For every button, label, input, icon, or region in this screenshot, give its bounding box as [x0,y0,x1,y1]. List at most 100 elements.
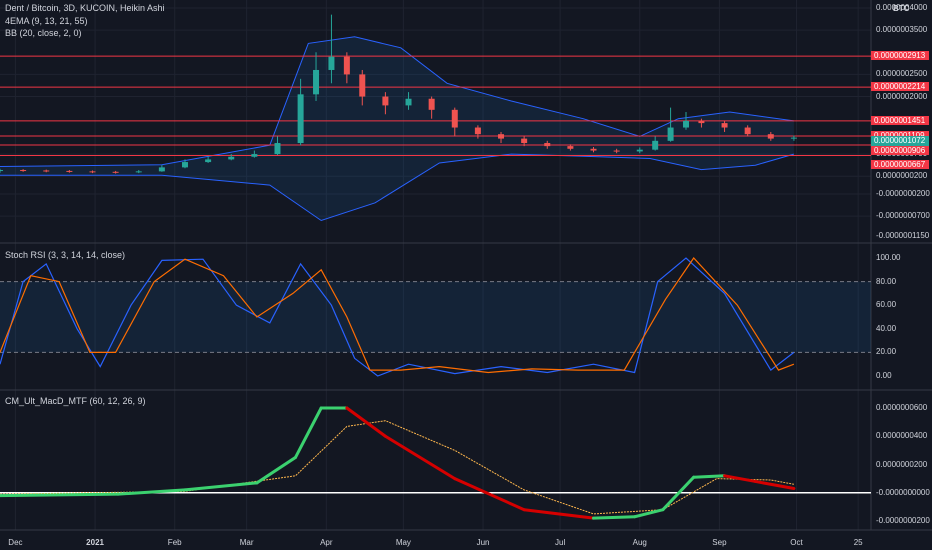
macd-line-segment [453,477,526,512]
time-axis-label: Jun [476,538,490,547]
candle-body [428,98,435,110]
candle-body [544,143,551,147]
candle-body [790,137,797,139]
candle-body [181,162,188,168]
time-axis-label: 25 [853,538,863,547]
stoch-rsi-axis-label: 20.00 [876,347,897,357]
candle-body [43,170,50,172]
price-tag: 0.0000000667 [871,159,929,169]
candle-body [313,69,320,95]
price-axis-label: 0.0000002500 [876,69,928,79]
macd-axis-label: 0.0000000200 [876,459,928,469]
price-axis-label: -0.0000000200 [876,188,930,198]
candle-body [521,138,528,144]
stoch-rsi-axis-label: 40.00 [876,323,897,333]
candle-body [0,170,3,172]
macd-line-segment [116,488,187,496]
candle-body [767,134,774,139]
stoch-rsi-k-line [0,257,795,377]
macd-axis-label: -0.0000000200 [876,516,930,525]
candle-body [382,96,389,106]
time-axis-label: Sep [712,538,727,547]
candle-body [567,146,574,149]
candle-body [297,94,304,144]
macd-axis-label: 0.0000000400 [876,431,928,441]
candle-body [451,109,458,128]
candle-body [613,150,620,152]
time-axis-label: Aug [632,538,647,547]
price-axis-label: -0.0000000700 [876,211,930,221]
macd-line-segment [592,515,637,520]
macd-line-segment [383,434,457,481]
time-axis-label: 2021 [86,538,104,547]
candle-body [498,134,505,139]
time-axis-label: Apr [320,538,333,547]
macd-axis-label: 0.0000000600 [876,403,928,412]
macd-axis-label: -0.0000000000 [876,487,930,497]
price-axis-label: -0.0000001150 [876,231,930,240]
ema-indicator-label[interactable]: 4EMA (9, 13, 21, 55) [5,16,88,26]
macd-line-segment [723,474,757,483]
candle-body [328,56,335,70]
stoch-rsi-d-line [0,257,795,374]
time-axis-label: Mar [239,538,254,547]
macd-line-segment [522,508,596,520]
price-tag: 0.0000000906 [871,145,929,155]
time-axis-label: Oct [790,538,803,547]
candle-body [721,123,728,128]
macd-line-segment [0,492,120,498]
stoch-rsi-label[interactable]: Stoch RSI (3, 3, 14, 14, close) [5,250,126,260]
macd-signal-line [0,420,794,515]
price-tag: 0.0000001451 [871,115,929,125]
bb-fill [0,36,794,221]
price-tag: 0.0000002214 [871,82,929,92]
price-axis-label: 0.0000004000 [876,3,928,12]
bb-lower-band [0,153,795,222]
macd-label[interactable]: CM_Ult_MacD_MTF (60, 12, 26, 9) [5,396,146,406]
stoch-rsi-axis-label: 60.00 [876,300,897,310]
candle-body [405,98,412,106]
candle-body [112,171,119,173]
currency-label: BTC [893,4,910,13]
candle-body [359,74,366,97]
candle-body [158,167,165,172]
candle-body [66,170,73,172]
bb-indicator-label[interactable]: BB (20, close, 2, 0) [5,28,82,38]
time-axis-label: Feb [167,538,182,547]
macd-line-segment [183,481,259,492]
price-axis-label: 0.0000000200 [876,171,928,181]
macd-line-segment [633,508,665,519]
candle-body [652,140,659,150]
stoch-rsi-band [0,281,871,353]
candle-body [205,159,212,163]
candle-body [474,127,481,135]
candle-body [89,171,96,173]
candle-body [590,148,597,151]
candle-body [636,149,643,152]
candle-body [135,171,142,173]
symbol-title[interactable]: Dent / Bitcoin, 3D, KUCOIN, Heikin Ashi [5,3,165,13]
price-tag: 0.0000002913 [871,51,929,61]
stoch-rsi-axis-label: 0.00 [876,371,892,380]
candle-body [667,127,674,141]
price-tag: 0.0000001072 [871,135,929,145]
time-axis-label: May [395,538,411,547]
macd-line-segment [753,479,796,491]
candle-body [274,143,281,155]
candle-body [251,154,258,157]
price-axis-label: 0.0000003500 [876,25,928,35]
candle-body [698,120,705,124]
candle-body [228,156,235,160]
candle-body [20,170,27,172]
stoch-rsi-axis-label: 100.00 [876,253,901,262]
time-axis-label: Dec [8,538,23,547]
macd-line-segment [255,455,297,485]
price-axis-label: 0.0000002000 [876,91,928,101]
candle-body [744,127,751,135]
candle-body [683,120,690,128]
time-axis-label: Jul [554,538,566,547]
candle-body [343,56,350,75]
stoch-rsi-axis-label: 80.00 [876,276,897,286]
